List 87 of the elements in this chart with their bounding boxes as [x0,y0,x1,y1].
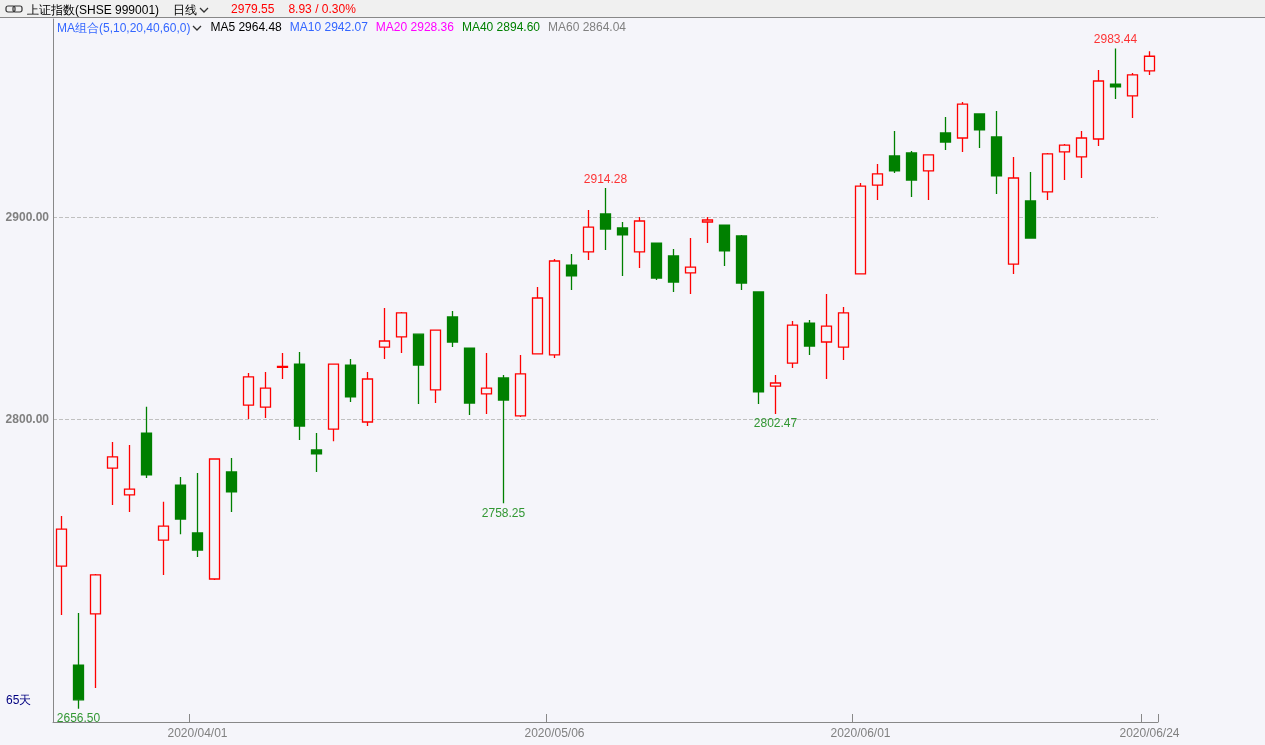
candlestick [616,221,629,277]
annotation: 2914.28 [583,171,628,186]
candlestick [310,432,323,473]
candlestick [106,441,119,506]
candlestick [667,248,680,293]
candlestick [412,333,425,405]
x-tick-label: 2020/04/01 [167,726,228,740]
candlestick [276,352,289,380]
candlestick [718,224,731,267]
candlestick [72,612,85,710]
candlestick [480,352,493,415]
y-tick-label: 2800.00 [5,411,50,426]
candlestick [463,347,476,416]
candlestick [820,293,833,380]
candlestick [582,209,595,261]
candlestick [769,374,782,415]
candlestick [922,154,935,201]
annotation: MA组合(5,10,20,40,60,0) [57,20,192,37]
candlestick [327,362,340,442]
candlestick [531,286,544,355]
candlestick [89,573,102,689]
candlestick [599,187,612,251]
candlestick [157,501,170,576]
annotation: 2758.25 [481,505,526,520]
candlestick [837,306,850,361]
candlestick [752,291,765,405]
candlestick [888,130,901,174]
candlestick [735,234,748,291]
candlestick [990,110,1003,195]
candlestick [956,101,969,153]
candlestick [1024,171,1037,239]
annotation: 2802.47 [753,416,798,431]
candlestick [548,258,561,359]
candlestick [55,515,68,616]
candlestick [1007,156,1020,275]
candlestick [395,311,408,354]
candlestick [497,374,510,504]
candlestick [650,242,663,281]
x-tick-label: 2020/06/24 [1119,726,1180,740]
x-tick-label: 2020/06/01 [830,726,891,740]
chart-title: 上证指数(SHSE 999001) [27,2,160,19]
annotation: 2983.44 [1093,31,1138,46]
candlestick [786,320,799,369]
candlestick [939,116,952,151]
candlestick [854,182,867,275]
candlestick [701,216,714,244]
candlestick [514,354,527,418]
candlestick [378,307,391,360]
candlestick [446,310,459,348]
candlestick [344,358,357,403]
annotation: MA60 2864.04 [547,20,627,36]
candlestick [1058,143,1071,181]
candlestick [361,371,374,427]
candlestick [1143,50,1156,76]
candlestick [1075,130,1088,179]
candlestick [429,329,442,404]
candlestick [1041,152,1054,201]
candlestick [1092,69,1105,147]
x-tick-label: 2020/05/06 [524,726,585,740]
candlestick [803,319,816,356]
candlestick [871,163,884,201]
candlestick [259,371,272,419]
candlestick [225,457,238,513]
annotation: MA5 2964.48 [210,20,282,36]
text: 8.93 / 0.30% [288,2,356,18]
text: 日线 [173,2,199,19]
text: 2979.55 [231,2,275,18]
candlestick [1126,72,1139,119]
candlestick [140,406,153,479]
candlestick [242,372,255,420]
annotation: MA40 2894.60 [461,20,540,36]
candlestick [684,237,697,295]
y-tick-label: 2900.00 [5,209,50,224]
annotation: MA10 2942.07 [289,20,368,36]
candlestick [905,150,918,198]
text: 65天 [6,692,32,709]
candlestick [633,216,646,269]
annotation: MA20 2928.36 [375,20,454,36]
annotation: 2656.50 [56,711,101,726]
candlestick [293,351,306,441]
candlestick [565,253,578,291]
candlestick [123,444,136,513]
candlestick [973,113,986,149]
candlestick [191,472,204,558]
candlestick [174,476,187,535]
candlestick [208,457,221,581]
candlestick [1109,47,1122,100]
